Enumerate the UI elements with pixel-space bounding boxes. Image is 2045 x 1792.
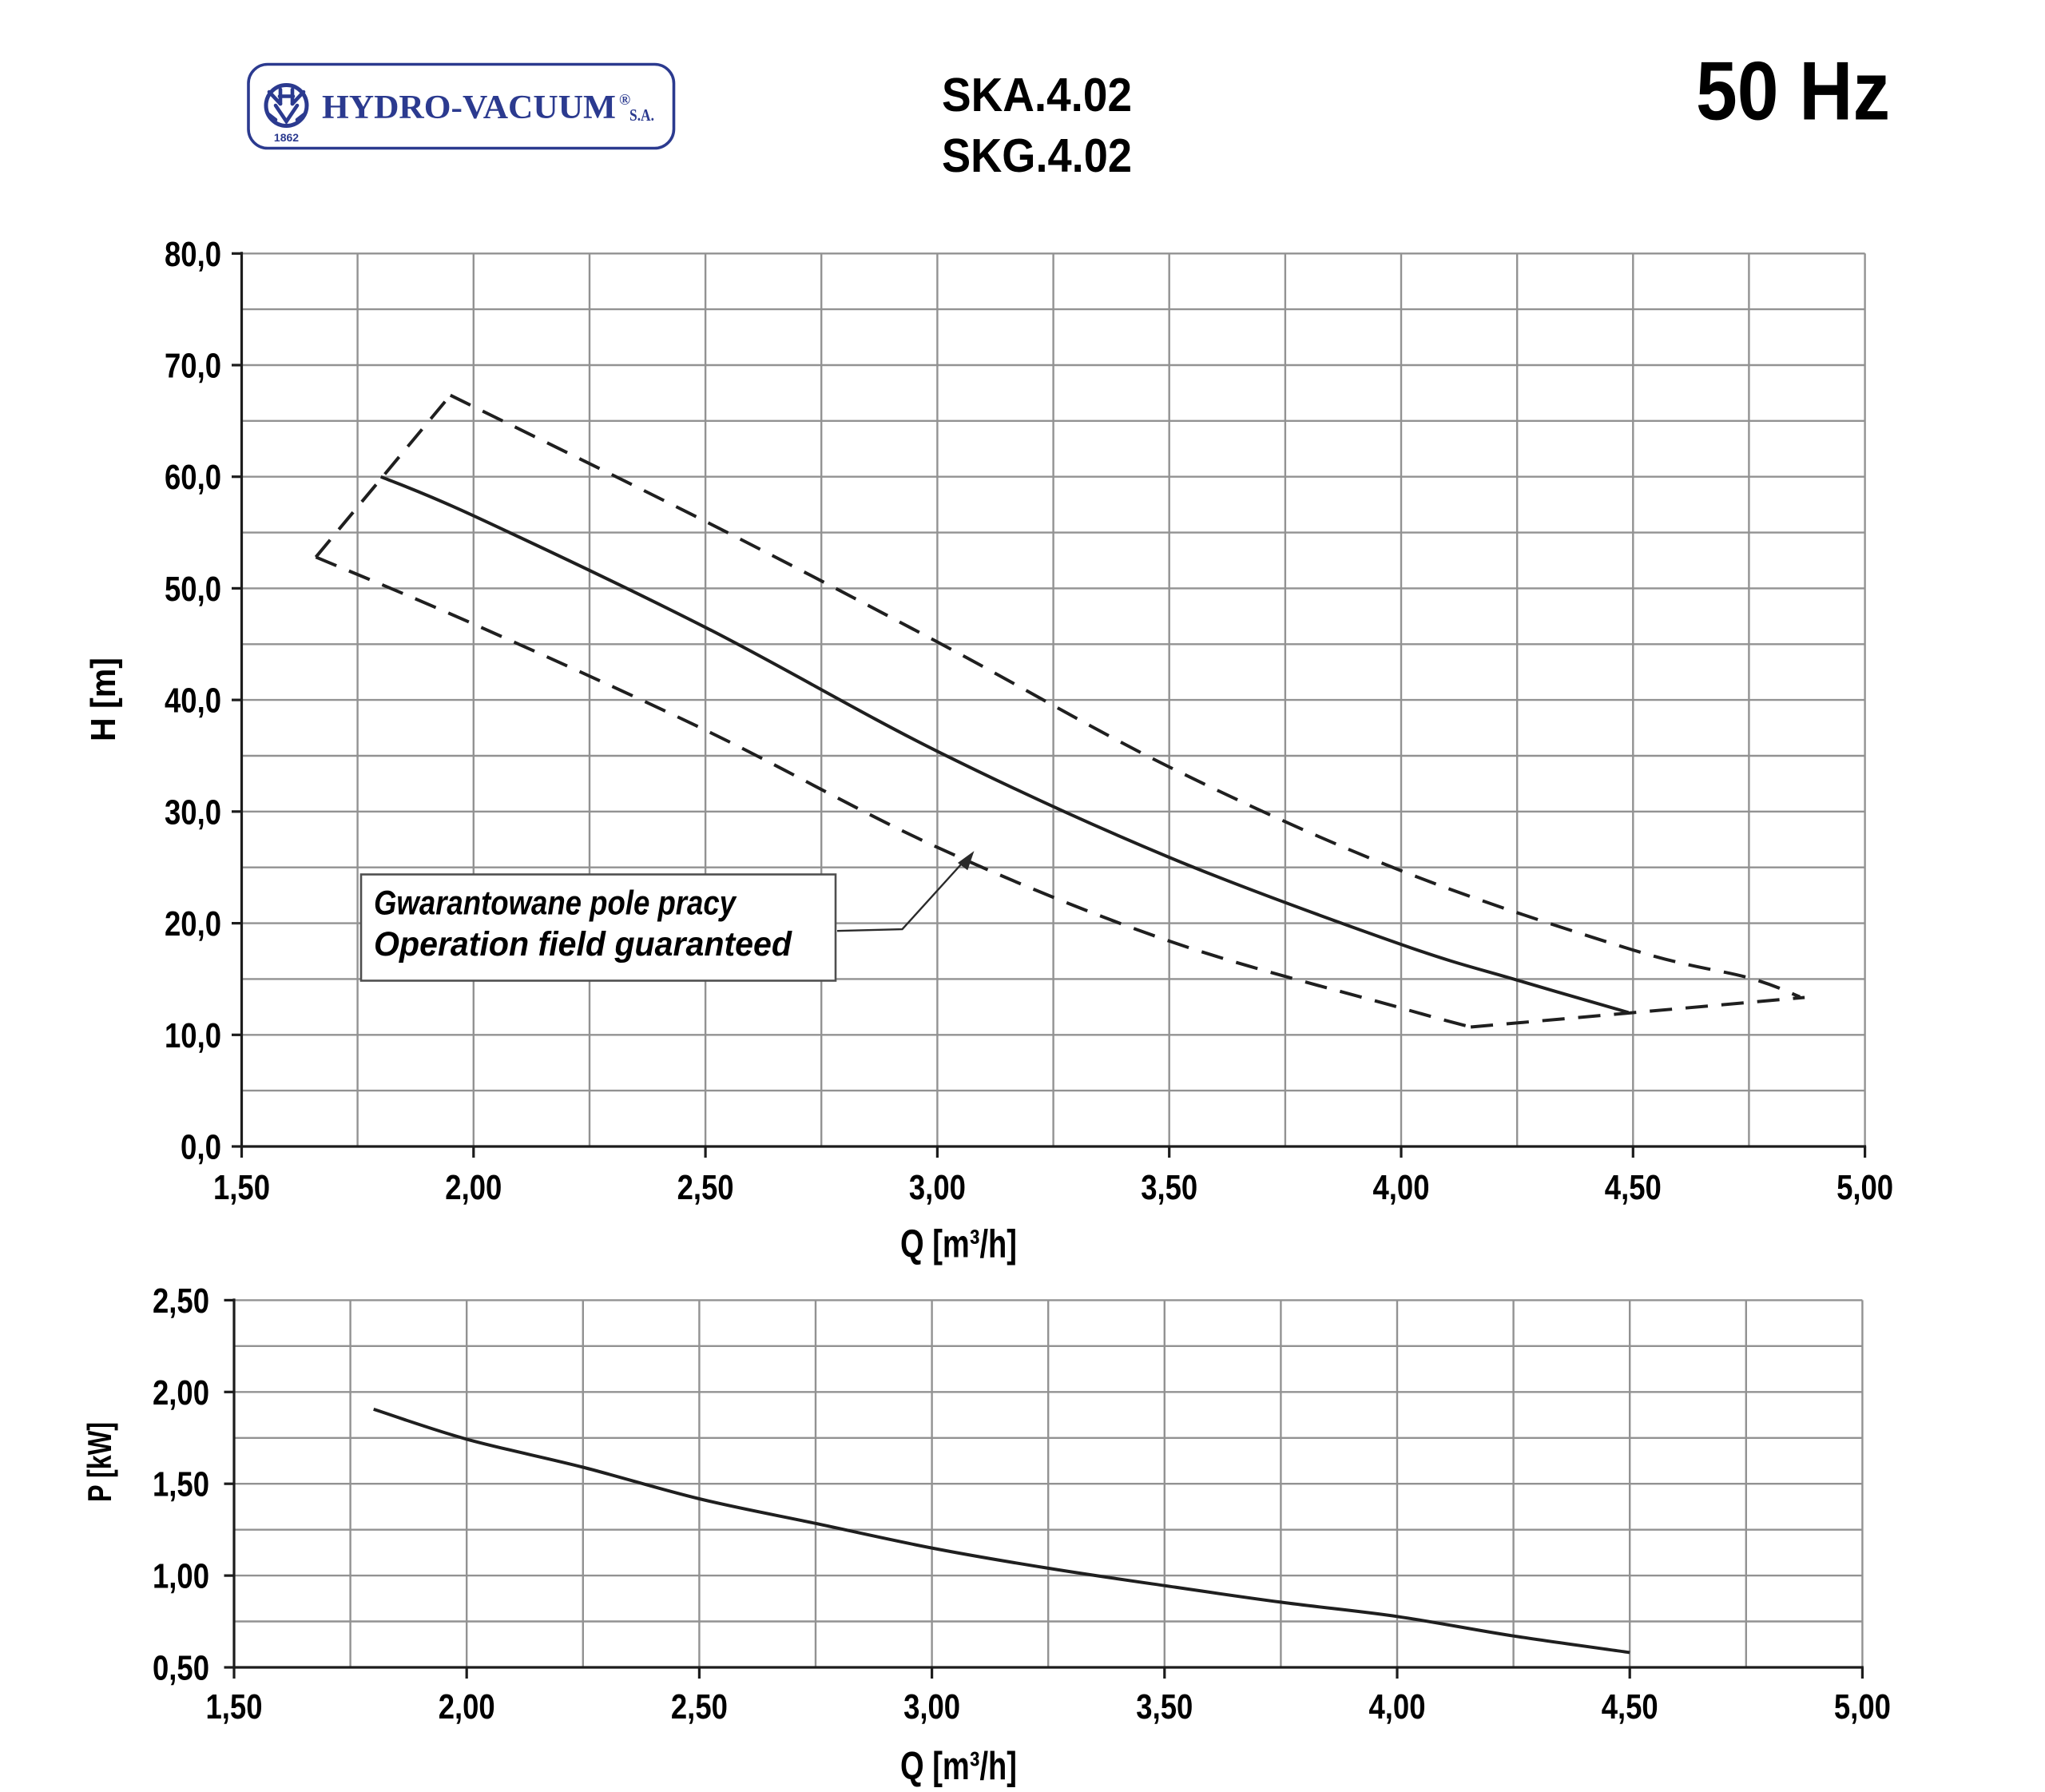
svg-text:3,50: 3,50 [1136,1687,1193,1726]
svg-text:®: ® [619,92,630,109]
svg-text:1,50: 1,50 [153,1465,209,1504]
svg-text:P [kW]: P [kW] [81,1422,118,1502]
svg-text:2,00: 2,00 [153,1373,209,1413]
svg-text:3,50: 3,50 [1141,1168,1197,1207]
svg-text:60,0: 60,0 [165,458,221,497]
svg-text:0,50: 0,50 [153,1649,209,1688]
svg-text:20,0: 20,0 [165,904,221,944]
svg-text:1,00: 1,00 [153,1557,209,1596]
svg-text:Operation field guaranteed: Operation field guaranteed [374,925,792,964]
svg-text:Gwarantowane pole pracy: Gwarantowane pole pracy [374,884,737,923]
svg-text:4,00: 4,00 [1369,1687,1426,1726]
svg-text:S.A.: S.A. [629,105,654,125]
svg-text:4,00: 4,00 [1373,1168,1430,1207]
svg-text:SKG.4.02: SKG.4.02 [942,129,1132,182]
svg-text:4,50: 4,50 [1605,1168,1662,1207]
svg-text:70,0: 70,0 [165,347,221,386]
svg-text:Q [m³/h]: Q [m³/h] [900,1745,1017,1788]
svg-text:1862: 1862 [274,131,299,144]
svg-text:10,0: 10,0 [165,1016,221,1055]
svg-text:H [m]: H [m] [84,658,123,741]
svg-text:2,50: 2,50 [677,1168,734,1207]
svg-text:4,50: 4,50 [1602,1687,1658,1726]
svg-text:HYDRO-VACUUM: HYDRO-VACUUM [322,89,616,126]
svg-text:80,0: 80,0 [165,235,221,274]
svg-text:2,50: 2,50 [153,1281,209,1321]
svg-text:40,0: 40,0 [165,681,221,721]
svg-text:5,00: 5,00 [1837,1168,1893,1207]
svg-text:SKA.4.02: SKA.4.02 [942,69,1132,121]
svg-text:2,00: 2,00 [445,1168,502,1207]
svg-text:1,50: 1,50 [206,1687,263,1726]
svg-text:2,00: 2,00 [439,1687,495,1726]
svg-text:50 Hz: 50 Hz [1696,46,1890,138]
svg-text:2,50: 2,50 [671,1687,728,1726]
svg-text:3,00: 3,00 [903,1687,960,1726]
svg-text:0,0: 0,0 [181,1128,221,1167]
svg-text:Q [m³/h]: Q [m³/h] [900,1223,1017,1266]
svg-text:30,0: 30,0 [165,793,221,832]
svg-text:1,50: 1,50 [213,1168,270,1207]
svg-text:3,00: 3,00 [909,1168,966,1207]
svg-text:5,00: 5,00 [1834,1687,1891,1726]
svg-text:50,0: 50,0 [165,570,221,609]
